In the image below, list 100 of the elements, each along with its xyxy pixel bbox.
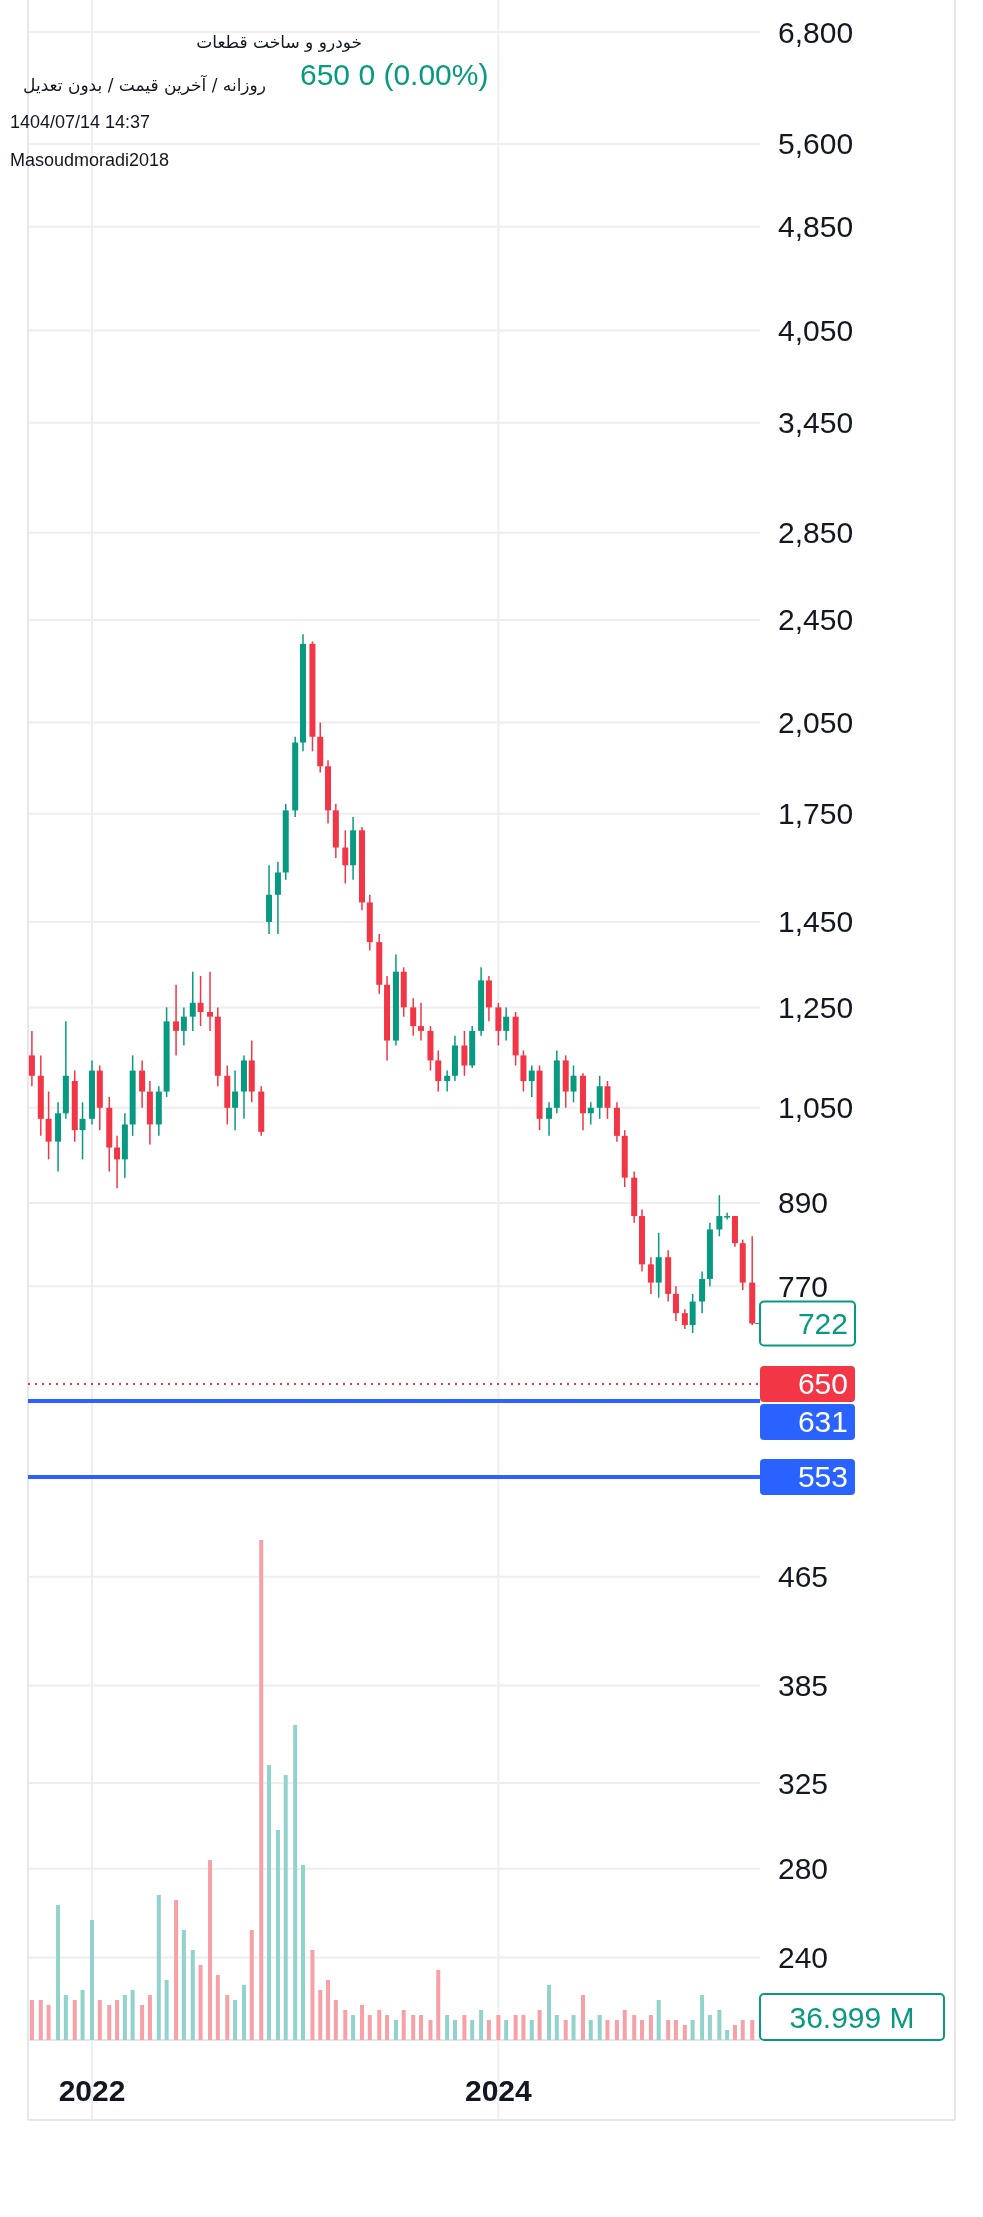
bar [445, 2015, 450, 2040]
bar [326, 1980, 331, 2040]
bar [215, 1975, 220, 2040]
bar [233, 2000, 238, 2040]
annotation: 1404/07/14 14:37 [10, 112, 151, 132]
y-tick-label: 5,600 [778, 127, 854, 161]
y-tick-label: 4,050 [778, 313, 854, 347]
candlestick [207, 970, 214, 1032]
bar [156, 1895, 161, 2040]
bar [80, 1990, 85, 2040]
candlestick [189, 970, 196, 1032]
bar [97, 2000, 102, 2040]
bar [38, 2000, 43, 2040]
bar [140, 2005, 145, 2040]
bar [115, 2000, 120, 2040]
annotation: Masoudmoradi2018 [10, 150, 170, 170]
bar [547, 1985, 552, 2040]
candlestick [546, 1101, 553, 1137]
candlestick [197, 975, 204, 1027]
bar [470, 2020, 475, 2040]
ref-line-label: 631 [797, 1405, 848, 1439]
candlestick [342, 829, 349, 885]
bar [72, 2000, 77, 2040]
ref-line-label: 650 [797, 1367, 848, 1401]
bar [310, 1950, 315, 2040]
bar [241, 1985, 246, 2040]
y-tick-label: 385 [778, 1668, 829, 1702]
bar [293, 1725, 298, 2040]
bar [436, 1970, 441, 2040]
y-tick-label: 1,050 [778, 1091, 854, 1125]
candlestick [180, 1006, 187, 1047]
bar [605, 2020, 610, 2040]
candlestick [461, 1030, 468, 1077]
bar [486, 2020, 491, 2040]
bar [122, 1995, 127, 2040]
bar [648, 2015, 653, 2040]
bar [529, 2020, 534, 2040]
bar [333, 2000, 338, 2040]
y-tick-label: 240 [778, 1941, 829, 1975]
bar [174, 1900, 179, 2040]
bar [385, 2015, 390, 2040]
bar [537, 2010, 542, 2040]
bar [90, 1920, 95, 2040]
annotation: 650 0 (0.00%) [300, 57, 489, 91]
bar [198, 1965, 203, 2040]
bar [479, 2010, 484, 2040]
bar [107, 2005, 112, 2040]
bar [300, 1865, 305, 2040]
bar [393, 2020, 398, 2040]
ref-line-label: 553 [797, 1460, 848, 1494]
bar [259, 1540, 264, 2040]
y-tick-label: 465 [778, 1560, 829, 1594]
candlestick [503, 1006, 510, 1042]
y-tick-label: 1,250 [778, 990, 854, 1024]
candlestick [28, 1030, 35, 1087]
candlestick [410, 997, 417, 1037]
bar [130, 1990, 135, 2040]
annotation: 722 [797, 1306, 848, 1340]
candlestick [232, 1069, 239, 1131]
y-tick-label: 1,450 [778, 905, 854, 939]
bar [656, 2000, 661, 2040]
bar [401, 2010, 406, 2040]
bar [588, 2020, 593, 2040]
bar [56, 1905, 61, 2040]
candlestick [689, 1293, 696, 1334]
y-tick-label: 1,750 [778, 797, 854, 831]
candlestick [114, 1135, 121, 1190]
y-tick-label: 2,850 [778, 516, 854, 550]
bar [496, 2015, 501, 2040]
bar [63, 1995, 68, 2040]
candlestick [672, 1285, 679, 1322]
bar [554, 2015, 559, 2040]
bar [377, 2010, 382, 2040]
bar [632, 2015, 637, 2040]
bar [225, 1995, 230, 2040]
bar [563, 2020, 568, 2040]
bar [208, 1860, 213, 2040]
text: خودرو و ساخت قطعات [196, 32, 362, 52]
candlestick [596, 1075, 603, 1120]
bar [318, 1990, 323, 2040]
bar [164, 1980, 169, 2040]
y-tick-label: 2,050 [778, 706, 854, 740]
bar [249, 1930, 254, 2040]
bar [666, 2020, 671, 2040]
y-tick-label: 890 [778, 1186, 829, 1220]
bar [732, 2025, 737, 2040]
bar [343, 2010, 348, 2040]
bar [750, 2020, 755, 2040]
bar [411, 2015, 416, 2040]
bar [725, 2030, 730, 2040]
bar [521, 2015, 526, 2040]
candlestick [139, 1059, 146, 1109]
bar [597, 2015, 602, 2040]
bar [740, 2020, 745, 2040]
bar [504, 2020, 509, 2040]
y-tick-label: 325 [778, 1766, 829, 1800]
candlestick [495, 1002, 502, 1047]
candlestick [45, 1090, 52, 1161]
y-tick-label: 6,800 [778, 15, 854, 49]
text: روزانه / آخرین قیمت / بدون تعدیل [23, 74, 266, 95]
